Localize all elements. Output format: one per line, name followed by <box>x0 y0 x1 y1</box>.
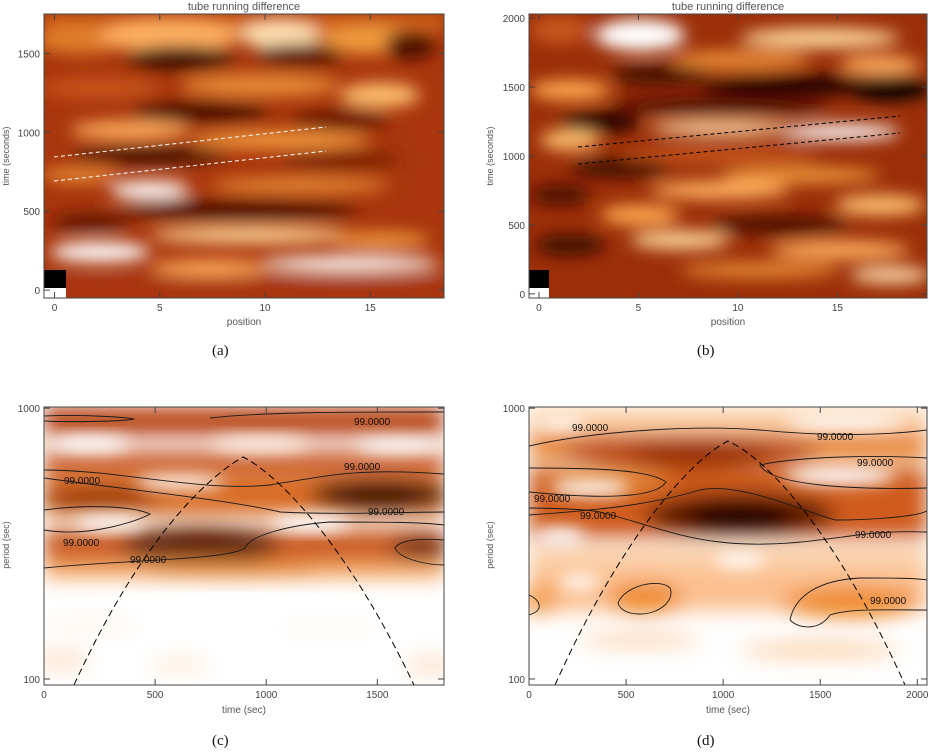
panel-a: tube running difference <box>1 1 445 328</box>
panel-a-ytick-label: 1000 <box>18 128 41 139</box>
panel-a-caption: (a) <box>212 343 229 359</box>
panel-a-axes: 0 5 10 15 0 500 1000 1500 <box>18 14 444 314</box>
svg-text:99.0000: 99.0000 <box>344 462 381 473</box>
panel-d-xtick-label: 500 <box>618 690 635 701</box>
svg-text:99.0000: 99.0000 <box>870 596 907 607</box>
panel-b-ytick-label: 500 <box>508 221 525 232</box>
panel-d-contours <box>529 427 927 628</box>
svg-text:99.0000: 99.0000 <box>354 417 391 428</box>
svg-text:99.0000: 99.0000 <box>64 476 101 487</box>
panel-c-xtick-label: 0 <box>41 690 47 701</box>
svg-text:99.0000: 99.0000 <box>368 507 405 518</box>
panel-a-ytick-label: 500 <box>23 207 40 218</box>
panel-b-ytick-label: 1500 <box>503 83 526 94</box>
panel-d-xtick-label: 1500 <box>809 690 832 701</box>
panel-d: 99.0000 99.0000 99.0000 99.0000 99.0000 … <box>485 404 929 716</box>
svg-text:99.0000: 99.0000 <box>857 458 894 469</box>
panel-b-title: tube running difference <box>672 1 784 13</box>
panel-b-xtick-label: 10 <box>732 303 744 314</box>
panel-c-ytick-label: 1000 <box>18 404 41 415</box>
panel-c-ytick-label: 100 <box>23 675 40 686</box>
panel-d-xlabel: time (sec) <box>706 705 750 716</box>
svg-text:99.0000: 99.0000 <box>855 530 892 541</box>
panel-a-title: tube running difference <box>188 1 300 13</box>
panel-d-xtick-label: 2000 <box>906 690 929 701</box>
panel-a-xtick-label: 15 <box>365 303 377 314</box>
panel-a-xlabel: position <box>227 317 261 328</box>
panel-d-cone-of-influence <box>554 440 906 685</box>
panel-b-xlabel: position <box>711 317 745 328</box>
panel-c-axes: 0 500 1000 1500 100 1000 <box>18 404 444 701</box>
panel-b-ytick-label: 2000 <box>503 14 526 25</box>
panel-d-axes: 0 500 1000 1500 2000 100 1000 <box>503 404 929 701</box>
panel-a-heatmap <box>44 14 444 298</box>
panel-b: tube running difference <box>485 1 928 328</box>
panel-b-heatmap <box>529 14 927 298</box>
panel-d-xtick-label: 1000 <box>712 690 735 701</box>
panel-a-xtick-label: 0 <box>52 303 58 314</box>
panel-d-contour-labels: 99.0000 99.0000 99.0000 99.0000 99.0000 … <box>534 423 907 607</box>
panel-a-xtick-label: 10 <box>259 303 271 314</box>
svg-text:99.0000: 99.0000 <box>817 432 854 443</box>
panel-d-caption: (d) <box>697 733 715 749</box>
panel-d-ytick-label: 1000 <box>503 404 526 415</box>
svg-text:99.0000: 99.0000 <box>63 538 100 549</box>
panel-b-caption: (b) <box>697 343 715 359</box>
panel-b-ylabel: time (seconds) <box>485 126 495 185</box>
panel-c-caption: (c) <box>212 733 229 749</box>
panel-b-xtick-label: 15 <box>832 303 844 314</box>
panel-c-contours <box>44 411 444 569</box>
panel-c-heatmap: 99.0000 99.0000 99.0000 99.0000 99.0000 … <box>44 407 444 685</box>
panel-b-axes: 0 5 10 15 0 500 1000 1500 2000 <box>503 14 927 314</box>
svg-text:99.0000: 99.0000 <box>534 494 571 505</box>
panel-a-ytick-label: 1500 <box>18 49 41 60</box>
panel-d-ytick-label: 100 <box>508 675 525 686</box>
panel-b-ytick-label: 0 <box>519 290 525 301</box>
panel-c: 99.0000 99.0000 99.0000 99.0000 99.0000 … <box>1 404 445 716</box>
panel-c-ylabel: period (sec) <box>1 521 11 569</box>
panel-b-xtick-label: 5 <box>636 303 642 314</box>
panel-d-heatmap: 99.0000 99.0000 99.0000 99.0000 99.0000 … <box>529 407 927 685</box>
panel-a-xtick-label: 5 <box>157 303 163 314</box>
panel-b-ytick-label: 1000 <box>503 152 526 163</box>
svg-text:99.0000: 99.0000 <box>572 423 609 434</box>
panel-a-ylabel: time (seconds) <box>1 126 11 185</box>
panel-c-xtick-label: 1000 <box>255 690 278 701</box>
panel-c-cone-of-influence <box>73 456 415 685</box>
panel-a-ytick-label: 0 <box>34 286 40 297</box>
panel-c-xlabel: time (sec) <box>222 705 266 716</box>
panel-b-xtick-label: 0 <box>536 303 542 314</box>
svg-text:99.0000: 99.0000 <box>130 555 167 566</box>
panel-c-xtick-label: 500 <box>147 690 164 701</box>
panel-c-xtick-label: 1500 <box>366 690 389 701</box>
panel-d-ylabel: period (sec) <box>485 521 495 569</box>
panel-c-contour-labels: 99.0000 99.0000 99.0000 99.0000 99.0000 … <box>63 417 405 566</box>
panel-d-xtick-label: 0 <box>526 690 532 701</box>
svg-text:99.0000: 99.0000 <box>580 511 617 522</box>
